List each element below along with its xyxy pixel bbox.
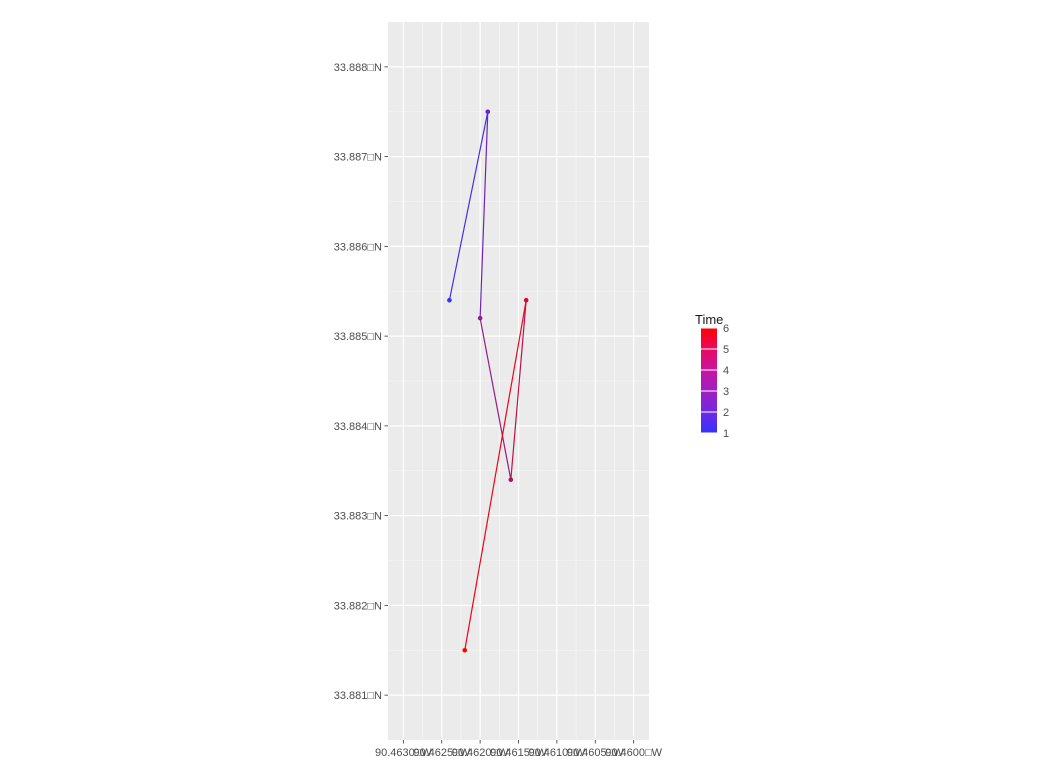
x-axis: 90.4630□W90.4625□W90.4620□W90.4615□W90.4… <box>375 740 663 759</box>
y-tick-label: 33.887□N <box>334 152 382 164</box>
legend-tick-label: 3 <box>723 386 729 398</box>
legend-tick-label: 6 <box>723 323 729 335</box>
legend-tick-label: 2 <box>723 407 729 419</box>
y-tick-label: 33.884□N <box>334 421 382 433</box>
legend-tick-label: 4 <box>723 365 729 377</box>
y-axis: 33.881□N 33.882□N 33.883□N 33.884□N 33.885□N… <box>334 62 388 702</box>
y-tick-label: 33.881□N <box>334 690 382 702</box>
chart-container: 33.881□N 33.882□N 33.883□N 33.884□N 33.885□N… <box>0 0 1037 780</box>
y-tick-label: 33.883□N <box>334 511 382 523</box>
data-point <box>462 648 467 653</box>
chart-svg: 33.881□N 33.882□N 33.883□N 33.884□N 33.885□N… <box>0 0 1037 780</box>
y-tick-label: 33.888□N <box>334 62 382 74</box>
legend-colorbar <box>701 328 717 433</box>
data-point <box>447 298 452 303</box>
data-point <box>524 298 529 303</box>
y-tick-label: 33.885□N <box>334 331 382 343</box>
y-tick-label: 33.882□N <box>334 600 382 612</box>
data-point <box>478 316 483 321</box>
legend-tick-label: 5 <box>723 344 729 356</box>
x-tick-label: 90.4600□W <box>605 747 662 759</box>
legend-title: Time <box>695 312 723 327</box>
data-point <box>485 109 490 114</box>
data-point <box>509 477 514 482</box>
legend-tick-label: 1 <box>723 428 729 440</box>
color-legend: Time 1 2 3 4 5 6 <box>695 312 729 440</box>
y-tick-label: 33.886□N <box>334 241 382 253</box>
